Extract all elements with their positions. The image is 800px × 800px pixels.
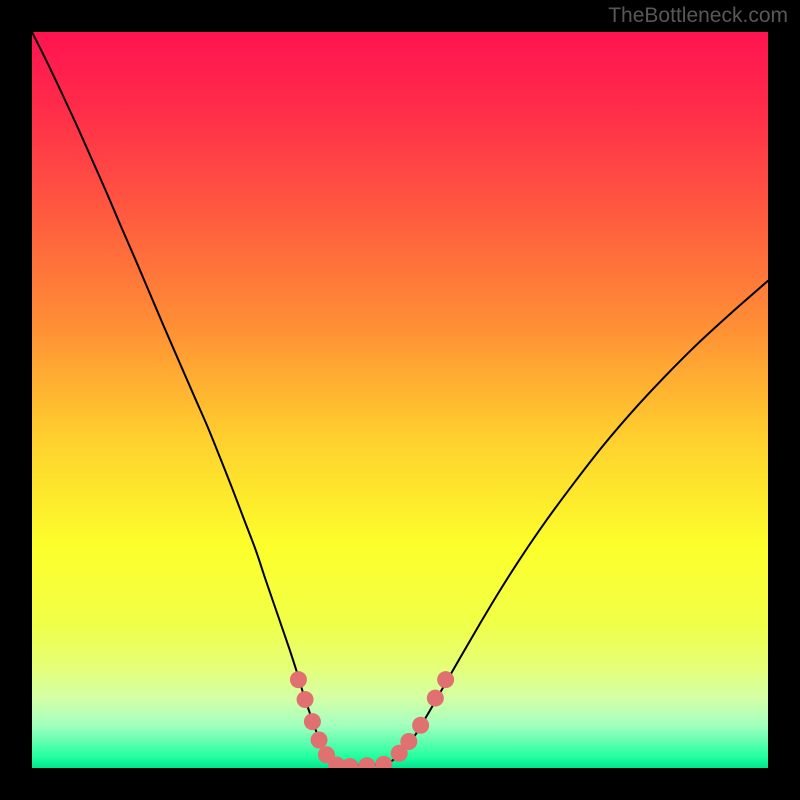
chart-background-gradient: [32, 32, 768, 768]
bottleneck-chart: [32, 32, 768, 768]
watermark-text: TheBottleneck.com: [608, 4, 788, 28]
